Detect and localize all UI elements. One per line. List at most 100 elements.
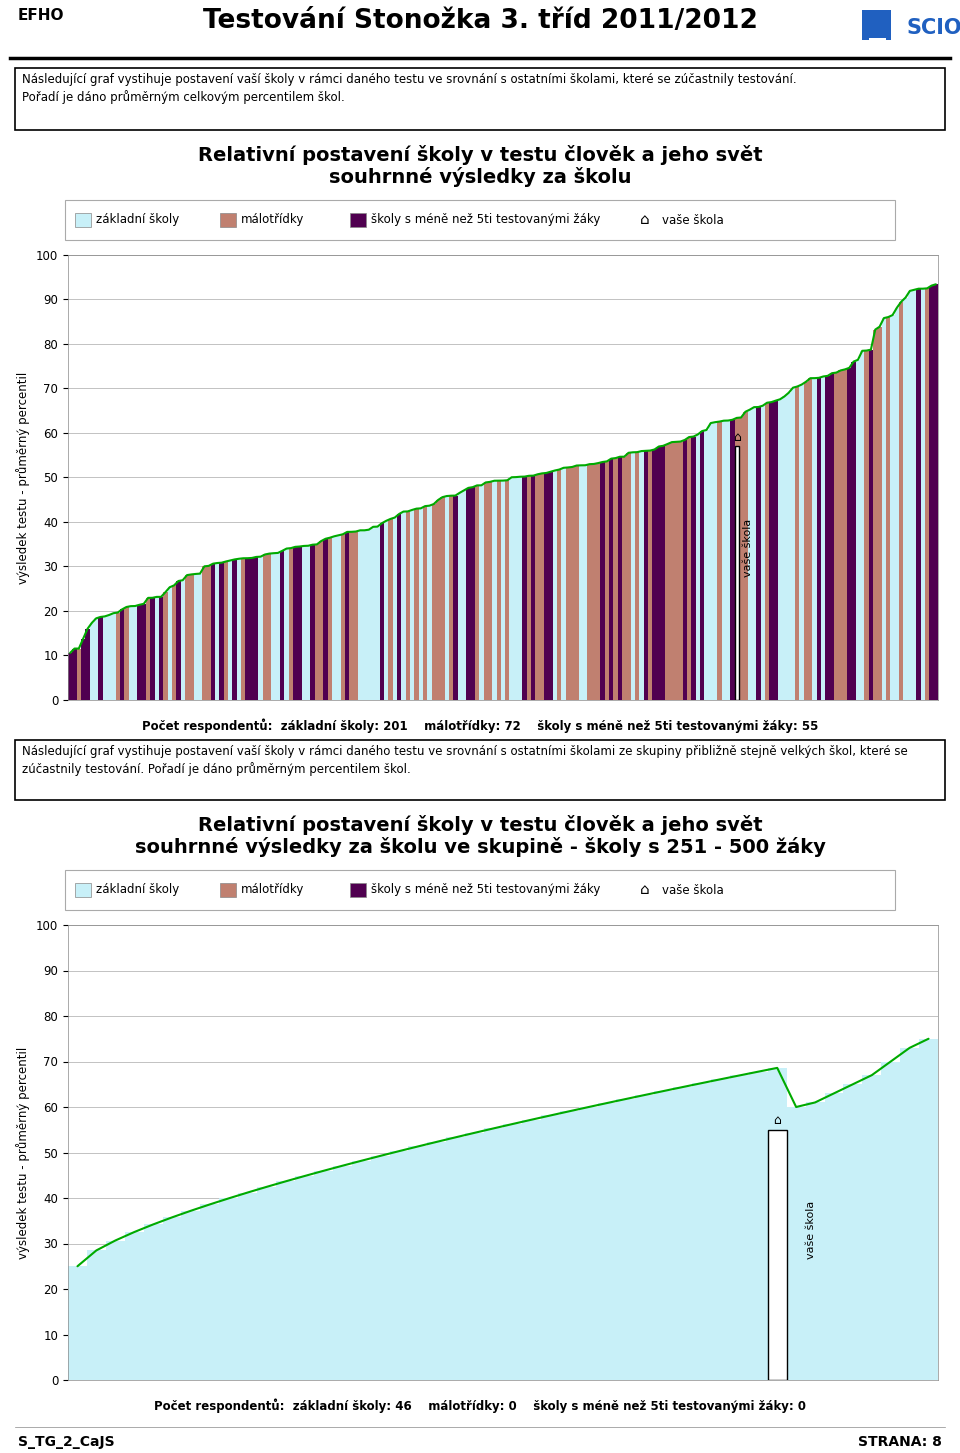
Bar	[379, 523, 384, 700]
Bar	[665, 445, 670, 700]
Bar	[324, 539, 327, 700]
Bar	[194, 574, 198, 700]
Bar	[843, 369, 847, 700]
Bar	[696, 434, 700, 700]
Text: STRANA: 8: STRANA: 8	[858, 1436, 942, 1449]
Bar	[72, 648, 77, 700]
Bar	[263, 555, 267, 700]
Bar	[786, 1107, 805, 1380]
Bar	[591, 464, 596, 700]
Bar	[206, 565, 211, 700]
Bar	[655, 1091, 673, 1380]
Bar	[749, 1072, 768, 1380]
Bar	[220, 562, 224, 700]
Bar	[68, 652, 72, 700]
Bar	[734, 446, 739, 700]
Bar	[371, 527, 375, 700]
Bar	[919, 1039, 938, 1380]
Bar	[276, 554, 280, 700]
Bar	[934, 285, 938, 700]
Bar	[570, 466, 574, 700]
Bar	[384, 520, 388, 700]
Bar	[319, 541, 324, 700]
Text: školy s méně než 5ti testovanými žáky: školy s méně než 5ti testovanými žáky	[371, 214, 600, 227]
Bar	[774, 401, 778, 700]
Text: základní školy: základní školy	[96, 883, 180, 897]
Bar	[613, 458, 617, 700]
Bar	[812, 378, 817, 700]
Bar	[444, 495, 449, 700]
Bar	[540, 1116, 560, 1380]
Bar	[284, 549, 289, 700]
Bar	[345, 532, 349, 700]
Bar	[144, 1225, 162, 1380]
Bar	[908, 291, 912, 700]
Bar	[189, 574, 194, 700]
Bar	[198, 574, 203, 700]
Bar	[600, 462, 605, 700]
Bar	[336, 535, 341, 700]
Text: ⌂: ⌂	[774, 1114, 781, 1128]
Bar	[829, 373, 834, 700]
Bar	[540, 474, 544, 700]
Bar	[89, 623, 94, 700]
Bar	[408, 1146, 427, 1380]
Bar	[132, 606, 137, 700]
Bar	[661, 446, 665, 700]
Bar	[466, 1133, 484, 1380]
Bar	[470, 487, 475, 700]
Text: ⌂: ⌂	[732, 432, 741, 445]
Bar	[172, 586, 177, 700]
Bar	[768, 1130, 786, 1380]
Bar	[825, 1093, 844, 1380]
Bar	[565, 468, 570, 700]
Bar	[301, 546, 306, 700]
Bar	[834, 372, 838, 700]
Bar	[769, 402, 774, 700]
Bar	[862, 1075, 881, 1380]
Bar	[306, 546, 310, 700]
Bar	[77, 648, 81, 700]
Text: Relativní postavení školy v testu člověk a jeho svět: Relativní postavení školy v testu člověk…	[198, 145, 762, 166]
Text: ⌂: ⌂	[640, 212, 650, 228]
Bar	[510, 477, 514, 700]
Bar	[711, 1080, 730, 1380]
Bar	[479, 485, 484, 700]
Bar	[687, 437, 691, 700]
Bar	[596, 464, 600, 700]
Bar	[180, 580, 185, 700]
Bar	[609, 459, 613, 700]
Bar	[107, 615, 111, 700]
Bar	[241, 558, 246, 700]
Bar	[419, 509, 423, 700]
Bar	[250, 558, 254, 700]
Bar	[782, 397, 786, 700]
Bar	[458, 493, 462, 700]
Bar	[185, 575, 189, 700]
Bar	[855, 360, 860, 700]
Bar	[215, 562, 220, 700]
Bar	[579, 465, 583, 700]
Bar	[852, 362, 855, 700]
Bar	[670, 442, 674, 700]
FancyBboxPatch shape	[862, 10, 892, 41]
Bar	[616, 1098, 636, 1380]
Y-axis label: výsledek testu - průměrný percentil: výsledek testu - průměrný percentil	[16, 372, 31, 584]
Bar	[900, 1048, 919, 1380]
Bar	[826, 376, 829, 700]
Text: Následující graf vystihuje postavení vaší školy v rámci daného testu ve srovnání: Následující graf vystihuje postavení vaš…	[22, 73, 797, 86]
Bar	[120, 609, 124, 700]
Bar	[713, 423, 717, 700]
Bar	[124, 607, 129, 700]
Bar	[522, 477, 527, 700]
Bar	[605, 462, 609, 700]
Bar	[626, 453, 631, 700]
Bar	[557, 469, 562, 700]
Bar	[765, 402, 769, 700]
Bar	[258, 556, 263, 700]
Bar	[125, 1232, 144, 1380]
Bar	[423, 506, 427, 700]
Bar	[327, 538, 332, 700]
Bar	[315, 545, 319, 700]
Bar	[475, 485, 479, 700]
